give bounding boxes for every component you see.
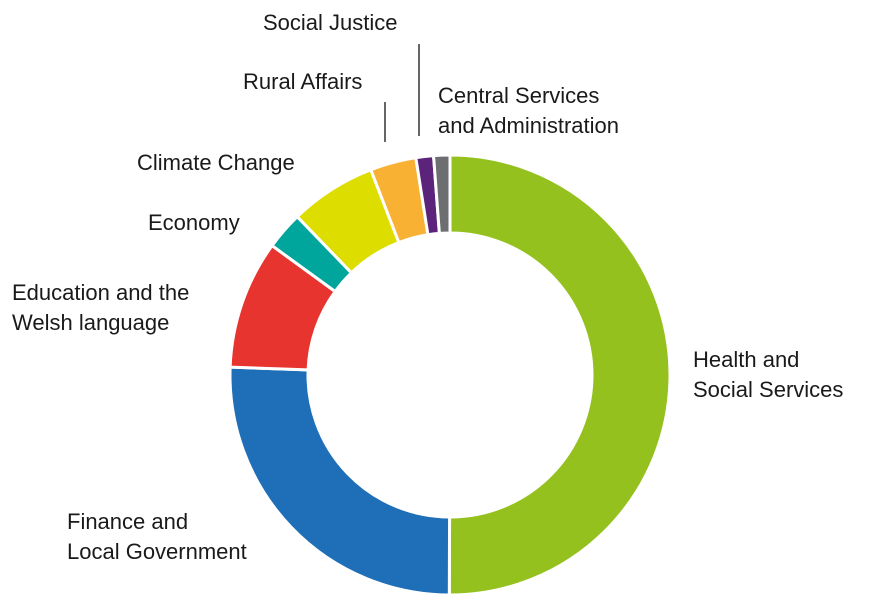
label-line: Economy: [148, 210, 240, 235]
label-rural-affairs: Rural Affairs: [243, 67, 362, 97]
label-line: Local Government: [67, 539, 247, 564]
label-line: Finance and: [67, 509, 189, 534]
slice-finance-and-local-government: [228, 365, 452, 594]
label-line: Climate Change: [137, 150, 295, 175]
label-health-and-social-services: Health and Social Services: [693, 345, 843, 405]
label-line: Education and the: [12, 280, 190, 305]
label-line: Health and: [693, 347, 800, 372]
label-line: Social Services: [693, 377, 844, 402]
label-line: Central Services: [438, 83, 600, 108]
slice-health-and-social-services: [447, 153, 672, 594]
label-finance-and-local-government: Finance and Local Government: [67, 507, 247, 567]
label-line: Welsh language: [12, 310, 170, 335]
label-social-justice: Social Justice: [263, 8, 398, 38]
label-economy: Economy: [148, 208, 240, 238]
label-education-and-welsh-language: Education and the Welsh language: [12, 278, 189, 338]
label-line: Social Justice: [263, 10, 398, 35]
slice-central-services-and-administration: [431, 153, 452, 236]
label-line: Rural Affairs: [243, 69, 363, 94]
label-line: and Administration: [438, 113, 619, 138]
label-climate-change: Climate Change: [137, 148, 295, 178]
label-central-services-and-administration: Central Services and Administration: [438, 81, 619, 141]
